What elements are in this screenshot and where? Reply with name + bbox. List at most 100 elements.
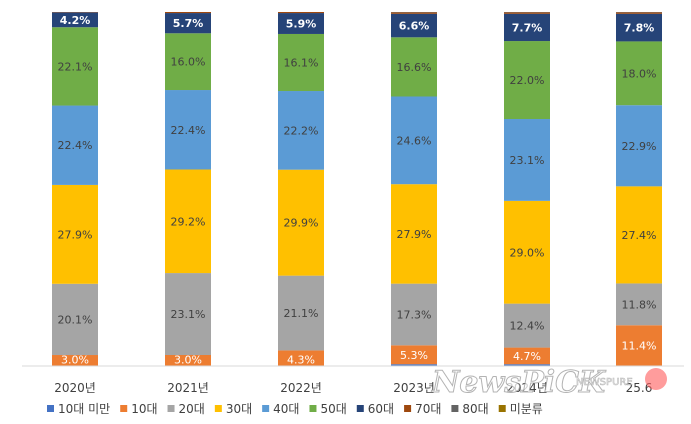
bar-segment-60대-2023년 [391, 13, 437, 38]
bar-segment-10대-2021년 [165, 355, 211, 366]
data-label-60대-2020년: 4.2% [60, 14, 91, 27]
data-label-50대-2020년: 22.1% [58, 60, 93, 73]
category-labels-layer: 2020년 2021년 2022년 2023년 2024년 25.6 [54, 381, 652, 395]
bar-segment-40대-2021년 [165, 90, 211, 170]
data-label-10대-2022년: 4.3% [287, 354, 315, 367]
data-label-40대-25.6: 22.9% [622, 140, 657, 153]
bar-segment-50대-2023년 [391, 37, 437, 97]
bar-segment-10대 미만-2024년 [504, 364, 550, 366]
bar-segment-20대-2020년 [52, 283, 98, 356]
data-label-20대-25.6: 11.8% [622, 298, 657, 311]
x-tick-label-2020년: 2020년 [54, 381, 96, 395]
bar-segment-40대-2023년 [391, 96, 437, 185]
data-label-20대-2020년: 20.1% [58, 313, 93, 326]
bar-segment-30대-2023년 [391, 184, 437, 284]
legend-swatch-40대 [262, 405, 270, 412]
data-label-30대-2020년: 27.9% [58, 228, 93, 241]
bar-segment-50대-2020년 [52, 27, 98, 106]
bar-segment-10대-2023년 [391, 345, 437, 365]
legend-swatch-70대 [404, 405, 412, 412]
legend-label-60대: 60대 [368, 402, 394, 416]
data-label-40대-2023년: 24.6% [397, 134, 432, 147]
data-label-30대-2023년: 27.9% [397, 228, 432, 241]
data-label-40대-2020년: 22.4% [58, 139, 93, 152]
watermark-tagline: NEWSPURE [576, 377, 633, 388]
watermark-brand: NewsPiCK [431, 365, 607, 400]
legend-label-10대 미만: 10대 미만 [58, 402, 110, 416]
data-label-50대-2022년: 16.1% [284, 56, 319, 69]
data-label-40대-2021년: 22.4% [171, 124, 206, 137]
bar-segment-70대-2022년 [278, 12, 324, 14]
bar-segment-30대-2024년 [504, 200, 550, 304]
x-tick-label-2023년: 2023년 [393, 381, 435, 395]
legend-label-20대: 20대 [179, 402, 205, 416]
legend-label-40대: 40대 [273, 402, 299, 416]
data-label-30대-25.6: 27.4% [622, 229, 657, 242]
data-label-60대-25.6: 7.8% [624, 22, 655, 35]
bar-segment-50대-2021년 [165, 33, 211, 91]
data-label-10대-25.6: 11.4% [622, 339, 657, 352]
bar-segment-30대-2020년 [52, 184, 98, 284]
bar-segment-60대-2020년 [52, 12, 98, 28]
bar-segment-30대-2022년 [278, 169, 324, 276]
legend-label-10대: 10대 [131, 402, 157, 416]
bar-segment-20대-2024년 [504, 303, 550, 348]
bar-segment-30대-2021년 [165, 169, 211, 274]
data-label-60대-2024년: 7.7% [512, 21, 543, 34]
data-label-50대-25.6: 18.0% [622, 67, 657, 80]
bar-segment-30대-25.6 [616, 186, 662, 284]
data-label-10대-2020년: 3.0% [61, 354, 89, 367]
bar-segment-10대-2024년 [504, 347, 550, 365]
bar-segment-60대-2021년 [165, 13, 211, 34]
legend-label-30대: 30대 [226, 402, 252, 416]
bar-segment-60대-2022년 [278, 13, 324, 34]
data-label-10대-2023년: 5.3% [400, 349, 428, 362]
bars-layer [52, 12, 662, 366]
data-label-10대-2024년: 4.7% [513, 350, 541, 363]
data-label-40대-2022년: 22.2% [284, 124, 319, 137]
data-label-20대-2024년: 12.4% [510, 320, 545, 333]
bar-segment-10대-25.6 [616, 325, 662, 366]
data-label-60대-2022년: 5.9% [286, 18, 317, 31]
watermark: NewsPiCK NEWSPURE [431, 365, 667, 401]
bar-segment-60대-25.6 [616, 13, 662, 42]
legend-label-미분류: 미분류 [510, 402, 543, 416]
legend-swatch-미분류 [498, 405, 506, 412]
legend: 10대 미만 10대 20대 30대 40대 50대 60대 70대 80대 미분류 [47, 402, 543, 416]
bar-segment-50대-2022년 [278, 33, 324, 92]
bar-segment-40대-2022년 [278, 91, 324, 170]
bar-segment-20대-25.6 [616, 283, 662, 326]
legend-label-50대: 50대 [320, 402, 346, 416]
data-label-20대-2023년: 17.3% [397, 308, 432, 321]
bar-segment-60대-2024년 [504, 13, 550, 42]
x-tick-label-25.6: 25.6 [626, 381, 653, 395]
bar-segment-40대-25.6 [616, 105, 662, 187]
bar-segment-70대-2024년 [504, 12, 550, 14]
bar-segment-50대-2024년 [504, 41, 550, 120]
data-labels-layer: 3.0% 20.1% 27.9% 22.4% 22.1% 4.2% 3.0% 23.1% 29.… [58, 14, 657, 367]
legend-swatch-10대 [120, 405, 128, 412]
data-label-20대-2021년: 23.1% [171, 308, 206, 321]
x-tick-label-2024년: 2024년 [506, 381, 548, 395]
data-label-30대-2022년: 29.9% [284, 217, 319, 230]
legend-swatch-80대 [451, 405, 459, 412]
data-label-30대-2021년: 29.2% [171, 215, 206, 228]
legend-label-70대: 70대 [415, 402, 441, 416]
bar-segment-10대-2020년 [52, 355, 98, 366]
bar-segment-70대-25.6 [616, 12, 662, 14]
bar-segment-10대-2022년 [278, 350, 324, 366]
data-label-50대-2024년: 22.0% [510, 74, 545, 87]
bar-segment-20대-2021년 [165, 273, 211, 356]
bar-segment-40대-2020년 [52, 105, 98, 185]
x-tick-label-2021년: 2021년 [167, 381, 209, 395]
bar-segment-50대-25.6 [616, 41, 662, 106]
data-label-60대-2023년: 6.6% [399, 20, 430, 33]
data-label-10대-2021년: 3.0% [174, 354, 202, 367]
legend-swatch-10대 미만 [47, 405, 54, 412]
x-tick-label-2022년: 2022년 [280, 381, 322, 395]
data-label-50대-2021년: 16.0% [171, 56, 206, 69]
watermark-emblem-icon [645, 368, 667, 390]
bar-segment-20대-2022년 [278, 275, 324, 351]
data-label-20대-2022년: 21.1% [284, 307, 319, 320]
